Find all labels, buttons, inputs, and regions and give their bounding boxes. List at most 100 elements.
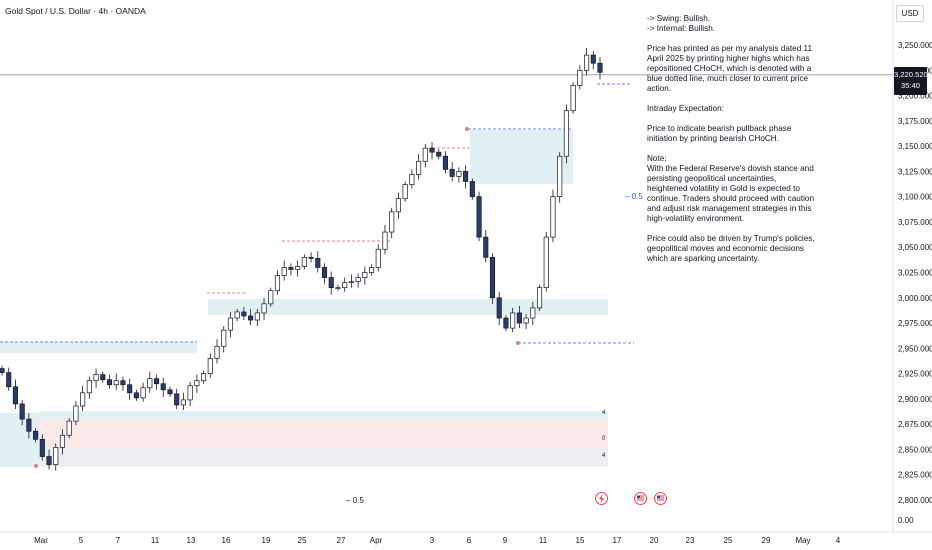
candle-body [436,151,442,157]
y-tick-label: 3,100.000 [898,193,932,202]
candle-body [375,248,381,268]
candle-body [0,368,5,373]
candle-body [483,236,489,258]
candle-body [234,311,240,319]
candle-body [416,160,422,175]
low-marker [34,464,38,468]
zone-label-top: 4 [602,410,606,416]
x-tick-label: May [795,536,810,545]
x-tick-label: 4 [836,536,841,545]
y-tick-label: 3,075.000 [898,218,932,227]
candle-body [201,373,207,382]
supply-zone-low [0,413,40,467]
candle-body [140,387,146,399]
current-price: 3,220.520 [894,70,928,79]
x-tick-label: 17 [613,536,622,545]
x-tick-label: 25 [724,536,733,545]
candle-body [33,430,39,440]
supply-zone-top [470,130,573,184]
candle-body [402,184,408,200]
candle-body [369,267,375,273]
fib-mid-label: – 0.5 [625,192,643,201]
candle-body [46,456,52,465]
x-tick-label: 11 [539,536,548,545]
candle-body [194,380,200,387]
candle-body [590,54,596,64]
candle-body [449,169,455,177]
currency-button[interactable]: USD [896,5,924,22]
candle-body [120,380,126,386]
x-tick-label: 16 [222,536,231,545]
candle-body [523,317,529,324]
candle-body [584,54,590,71]
candle-body [308,256,314,259]
candle-body [530,307,536,319]
candle-body [113,380,119,386]
neutral-zone [40,447,608,467]
note-trump: Price could also be driven by Trump's po… [647,234,815,263]
candle-body [315,257,321,268]
candle-body [174,393,180,406]
candle-body [503,317,509,329]
y-tick-label: 3,000.000 [898,294,932,303]
y-tick-label: 3,175.000 [898,117,932,126]
candle-body [6,372,12,388]
candle-body [59,434,66,448]
x-tick-label: 29 [762,536,771,545]
x-tick-label: 19 [262,536,271,545]
x-tick-label: 5 [79,536,84,545]
candle-body [382,231,388,250]
candle-body [409,174,415,185]
zone-label-mid: 0 [602,436,606,442]
supply-zone-bottom [40,411,608,419]
chart-title: Gold Spot / U.S. Dollar · 4h · OANDA [5,6,146,16]
candle-body [261,303,267,314]
candle-body [362,272,368,278]
candle-body [207,358,213,374]
us-flag-icon[interactable] [634,492,647,505]
flash-icon[interactable] [595,492,608,505]
candle-body [147,378,153,389]
note-intraday-heading: Intraday Expectation: [647,104,724,113]
y-tick-label: 2,975.000 [898,319,932,328]
note-swing: -> Swing: Bullish. [647,14,711,23]
x-tick-label: 7 [116,536,121,545]
candle-body [53,447,59,465]
swing-low-marker [516,341,520,345]
y-tick-label: 3,200.000 [898,92,932,101]
x-tick-label: 15 [576,536,585,545]
y-tick-label: 2,875.000 [898,420,932,429]
candle-body [456,171,462,177]
candle-body [66,420,72,436]
note-fed: Note: With the Federal Reserve's dovish … [647,154,815,223]
candle-body [288,267,294,270]
x-tick-label: 13 [187,536,196,545]
x-tick-label: Apr [370,536,383,545]
us-flag-icon[interactable] [654,492,667,505]
candle-body [100,374,106,381]
candle-body [153,378,160,385]
y-tick-label: 2,950.000 [898,344,932,353]
candle-body [476,196,482,238]
note-intraday: Price to indicate bearish pullback phase… [647,124,792,143]
candle-body [536,287,543,309]
candle-body [510,312,516,329]
candle-body [348,281,354,283]
candle-body [557,155,563,198]
candle-body [563,110,569,157]
candle-body [254,312,260,321]
candle-body [180,399,186,406]
note-internal: -> Internal: Bullish. [647,24,716,33]
candle-body [389,211,395,233]
y-tick-label: 2,850.000 [898,445,932,454]
y-tick-label: 2,825.000 [898,471,932,480]
candle-body [496,297,502,319]
x-tick-label: 20 [650,536,659,545]
candle-body [489,256,496,299]
candle-body [86,380,92,394]
candle-body [442,155,449,170]
x-tick-label: 3 [430,536,435,545]
candle-body [469,181,475,198]
